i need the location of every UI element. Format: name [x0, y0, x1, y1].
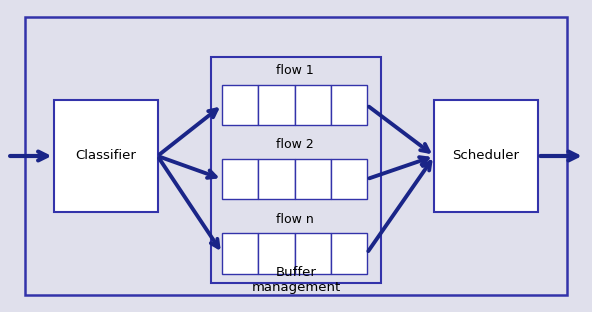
Text: flow 2: flow 2	[276, 138, 313, 151]
Bar	[259, 233, 295, 274]
Bar	[435, 100, 538, 212]
Bar	[295, 85, 330, 125]
Bar	[223, 85, 259, 125]
Bar	[259, 159, 295, 199]
Bar	[54, 100, 157, 212]
Bar	[330, 85, 366, 125]
Bar	[223, 159, 259, 199]
Text: flow 1: flow 1	[276, 64, 313, 77]
Bar	[295, 159, 330, 199]
Bar	[330, 159, 366, 199]
Text: flow n: flow n	[276, 212, 313, 226]
Text: Buffer
management: Buffer management	[252, 266, 340, 294]
Text: Scheduler: Scheduler	[452, 149, 520, 163]
Bar	[259, 85, 295, 125]
Bar	[211, 57, 381, 283]
Bar	[295, 233, 330, 274]
Text: Classifier: Classifier	[76, 149, 136, 163]
Bar	[330, 233, 366, 274]
Bar	[223, 233, 259, 274]
